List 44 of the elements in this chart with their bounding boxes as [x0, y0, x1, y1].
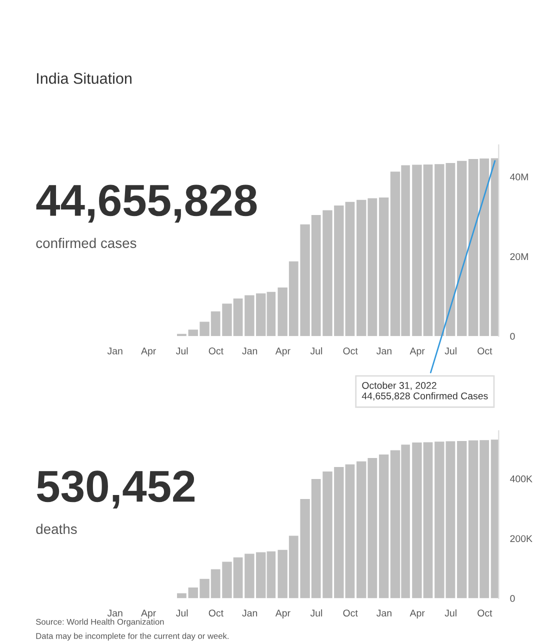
x-tick-label: Oct — [208, 610, 224, 617]
y-tick-label: 400K — [510, 475, 532, 482]
y-tick-label: 200K — [510, 535, 532, 542]
x-tick-label: Apr — [410, 348, 425, 356]
y-tick-label: 40M — [510, 174, 528, 180]
x-tick-label: Apr — [275, 610, 290, 618]
x-tick-label: Jan — [107, 348, 122, 354]
text: deaths — [36, 524, 77, 534]
x-tick-label: Oct — [208, 348, 224, 354]
x-tick-label: Jan — [107, 610, 122, 617]
bar — [177, 593, 186, 598]
y-tick-label: 0 — [510, 332, 515, 340]
x-tick-label: Jan — [242, 610, 258, 617]
source-note: Source: World Health Organization — [36, 618, 164, 626]
bar — [490, 440, 499, 598]
bar — [378, 454, 389, 598]
annotation: confirmed cases — [36, 238, 136, 248]
x-tick-label: Jan — [376, 348, 392, 354]
x-tick-label: Jul — [310, 609, 322, 617]
x-tick-label: Apr — [141, 348, 156, 356]
y-tick-label: 20M — [510, 253, 528, 260]
text: Data may be incomplete for the current day or week. — [36, 632, 228, 641]
annotation: 44,655,828 — [36, 184, 257, 223]
x-tick-label: Apr — [410, 610, 425, 618]
y-tick-label: 0 — [510, 595, 515, 602]
x-tick-label: Apr — [275, 348, 290, 356]
x-tick-label: Oct — [478, 348, 492, 354]
annotation: 530,452 — [36, 470, 194, 509]
x-tick-label: Jul — [176, 347, 188, 354]
x-tick-label: Jan — [376, 610, 392, 617]
x-tick-label: Jul — [444, 347, 456, 354]
x-tick-label: Oct — [343, 610, 358, 617]
x-tick-label: Oct — [478, 610, 492, 617]
bar — [457, 441, 467, 598]
annotation: October 31, 2022 44,655,828 Confirmed Cases — [362, 382, 488, 401]
x-tick-label: Jul — [176, 609, 188, 617]
x-tick-label: Apr — [141, 610, 156, 618]
x-tick-label: Oct — [343, 348, 358, 354]
bar — [457, 160, 467, 336]
chart-title: India Situation — [37, 72, 132, 84]
x-tick-label: Jan — [242, 348, 258, 354]
bar — [378, 198, 389, 336]
x-tick-label: Jul — [444, 609, 456, 617]
x-tick-label: Jul — [310, 347, 322, 354]
